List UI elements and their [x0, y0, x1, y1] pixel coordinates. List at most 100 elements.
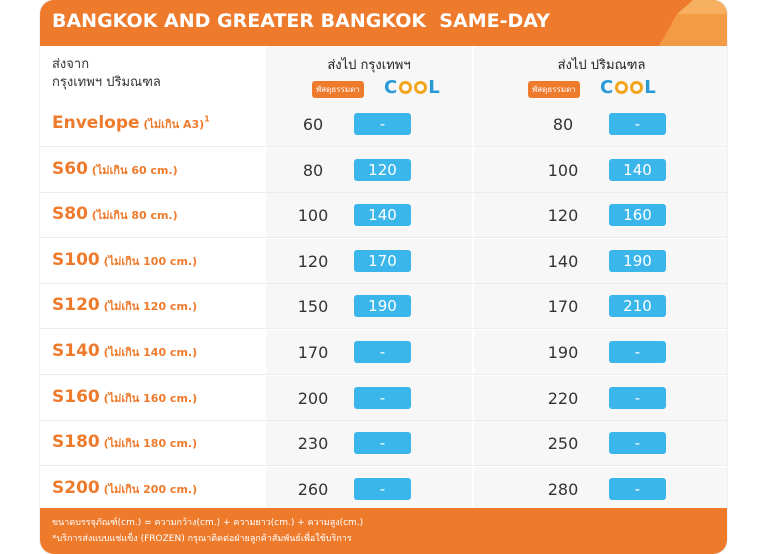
table-row: S180 (ไม่เกิน 180 cm.) 230 - 250 - [40, 421, 727, 467]
perimeter-cool-price: 160 [609, 204, 666, 227]
size-label: S120 (ไม่เกิน 120 cm.) [52, 295, 197, 315]
size-label: S100 (ไม่เกิน 100 cm.) [52, 250, 197, 270]
perimeter-cell [472, 466, 727, 512]
table-row: S120 (ไม่เกิน 120 cm.) 150 190 170 210 [40, 284, 727, 330]
perimeter-cell [472, 147, 727, 193]
size-label: S180 (ไม่เกิน 180 cm.) [52, 432, 197, 452]
size-code: S200 [52, 477, 100, 498]
table-row: S100 (ไม่เกิน 100 cm.) 120 170 140 190 [40, 238, 727, 284]
origin-label-line1: ส่งจาก [52, 57, 90, 72]
perimeter-column-header: ส่งไป ปริมณฑล พัสดุธรรมดา C L [472, 46, 727, 108]
size-label: S60 (ไม่เกิน 60 cm.) [52, 159, 178, 179]
bangkok-normal-price: 120 [297, 251, 329, 271]
row-divider [40, 419, 727, 421]
size-limit: (ไม่เกิน 200 cm.) [99, 482, 198, 496]
table-row: S60 (ไม่เกิน 60 cm.) 80 120 100 140 [40, 147, 727, 193]
perimeter-cool-price: - [609, 432, 666, 455]
size-limit: (ไม่เกิน 80 cm.) [87, 209, 178, 223]
bangkok-cool-price: - [354, 113, 411, 135]
perimeter-normal-price: 80 [552, 115, 574, 134]
cool-letter-l: L [644, 77, 657, 98]
footer-size-formula: ขนาดบรรจุภัณฑ์(cm.) = ความกว้าง(cm.) + ค… [52, 518, 364, 528]
bangkok-normal-price: 80 [302, 160, 324, 180]
size-code: S80 [52, 204, 88, 225]
size-footnote-mark: 1 [204, 114, 210, 124]
perimeter-cell [472, 238, 727, 284]
row-divider [40, 191, 727, 193]
cool-ring-icon [414, 81, 428, 94]
perimeter-normal-price: 220 [547, 388, 579, 408]
header-bar: BANGKOK AND GREATER BANGKOK SAME-DAY [40, 0, 727, 46]
bangkok-normal-price: 260 [297, 479, 329, 499]
perimeter-cell [472, 102, 727, 147]
size-code: S180 [52, 432, 100, 453]
size-label: Envelope (ไม่เกิน A3)1 [52, 113, 210, 133]
bangkok-cool-price: 120 [354, 158, 411, 181]
row-divider [40, 282, 727, 284]
table-row: S80 (ไม่เกิน 80 cm.) 100 140 120 160 [40, 193, 727, 239]
cool-logo: C L [600, 77, 657, 98]
size-label: S200 (ไม่เกิน 200 cm.) [52, 478, 197, 498]
bangkok-cool-price: - [354, 432, 411, 455]
size-code: Envelope [52, 113, 140, 133]
bangkok-cool-price: 140 [354, 204, 411, 227]
row-divider [40, 146, 727, 147]
perimeter-cell [472, 193, 727, 239]
bangkok-normal-price: 100 [297, 206, 329, 226]
normal-parcel-badge: พัสดุธรรมดา [312, 81, 364, 98]
bangkok-cool-price: - [354, 341, 411, 363]
table-row: S140 (ไม่เกิน 140 cm.) 170 - 190 - [40, 330, 727, 375]
perimeter-cool-price: 190 [609, 249, 666, 272]
origin-label-line2: กรุงเทพฯ ปริมณฑล [52, 75, 161, 90]
bangkok-cool-price: 170 [354, 249, 411, 272]
origin-header: ส่งจาก กรุงเทพฯ ปริมณฑล [40, 46, 266, 108]
perimeter-normal-price: 120 [547, 206, 579, 226]
perimeter-cool-price: - [609, 386, 666, 409]
row-divider [40, 328, 727, 330]
cool-ring-icon [630, 81, 644, 94]
perimeter-cell [472, 375, 727, 421]
row-divider [40, 237, 727, 239]
size-code: S60 [52, 158, 88, 179]
size-label: S160 (ไม่เกิน 160 cm.) [52, 387, 197, 407]
bangkok-column-header: ส่งไป กรุงเทพฯ พัสดุธรรมดา C L [266, 46, 472, 108]
footer-frozen-note: *บริการส่งแบบแช่แข็ง (FROZEN) กรุณาติดต่… [52, 534, 352, 544]
bangkok-cool-price: 190 [354, 295, 411, 318]
size-limit: (ไม่เกิน A3) [139, 118, 205, 131]
perimeter-normal-price: 140 [547, 251, 579, 271]
size-label: S140 (ไม่เกิน 140 cm.) [52, 341, 197, 361]
bangkok-cool-price: - [354, 386, 411, 409]
perimeter-normal-price: 190 [547, 343, 579, 362]
bangkok-normal-price: 170 [297, 343, 329, 362]
bangkok-normal-price: 60 [302, 115, 324, 134]
size-code: S100 [52, 249, 100, 270]
dest-bangkok-label: ส่งไป กรุงเทพฯ [327, 58, 411, 73]
size-label: S80 (ไม่เกิน 80 cm.) [52, 204, 178, 224]
cool-letter-l: L [428, 77, 441, 98]
perimeter-normal-price: 250 [547, 434, 579, 454]
perimeter-cell [472, 330, 727, 375]
perimeter-cool-price: - [609, 113, 666, 135]
dest-perimeter-label: ส่งไป ปริมณฑล [557, 58, 646, 73]
size-limit: (ไม่เกิน 120 cm.) [99, 300, 198, 314]
perimeter-cool-price: - [609, 477, 666, 500]
table-row: Envelope (ไม่เกิน A3)1 60 - 80 - [40, 102, 727, 147]
footer-notes: ขนาดบรรจุภัณฑ์(cm.) = ความกว้าง(cm.) + ค… [40, 508, 727, 554]
box-decoration-icon [659, 0, 727, 46]
size-code: S160 [52, 386, 100, 407]
perimeter-normal-price: 170 [547, 297, 579, 317]
size-limit: (ไม่เกิน 140 cm.) [99, 346, 198, 359]
perimeter-normal-price: 280 [547, 479, 579, 499]
page-title: BANGKOK AND GREATER BANGKOK SAME-DAY [52, 10, 550, 32]
cool-letter-c: C [384, 77, 399, 98]
bangkok-normal-price: 230 [297, 434, 329, 454]
bangkok-cool-price: - [354, 477, 411, 500]
perimeter-normal-price: 100 [547, 160, 579, 180]
rate-card: BANGKOK AND GREATER BANGKOK SAME-DAY ส่ง… [40, 0, 727, 554]
size-limit: (ไม่เกิน 60 cm.) [87, 163, 178, 177]
row-divider [40, 374, 727, 375]
size-limit: (ไม่เกิน 180 cm.) [99, 437, 198, 451]
bangkok-normal-price: 150 [297, 297, 329, 317]
perimeter-cell [472, 284, 727, 330]
size-code: S120 [52, 295, 100, 316]
